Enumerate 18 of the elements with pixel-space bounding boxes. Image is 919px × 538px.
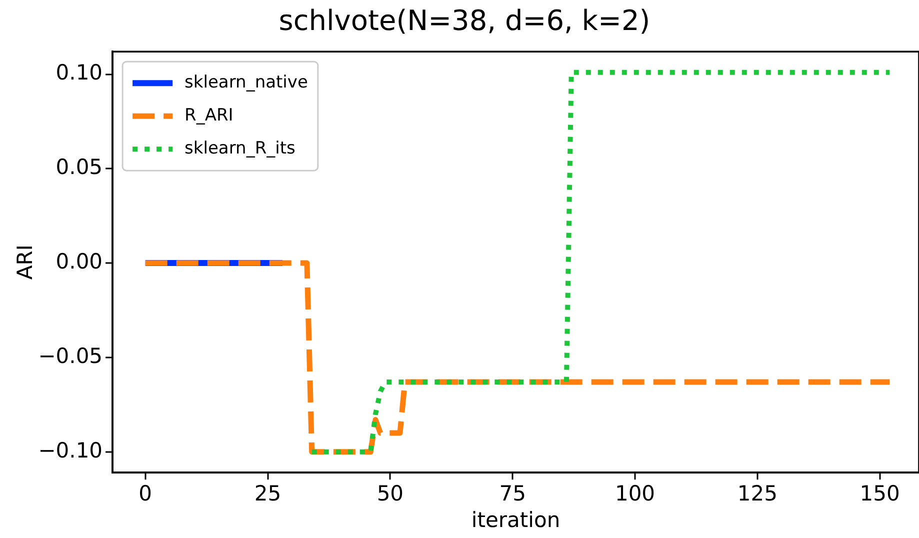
y-tick-label: −0.05 [38, 344, 103, 368]
x-axis-title: iteration [471, 508, 560, 532]
legend-label: sklearn_R_its [184, 138, 296, 159]
y-tick-label: 0.00 [56, 249, 103, 274]
x-tick-label: 0 [138, 482, 152, 506]
x-tick-label: 100 [614, 482, 656, 506]
x-tick-label: 25 [254, 482, 282, 506]
x-tick-label: 75 [499, 482, 526, 506]
x-tick-label: 150 [860, 482, 900, 506]
y-axis-title: ARI [13, 244, 38, 280]
legend-label: R_ARI [184, 106, 234, 126]
legend-label: sklearn_native [184, 72, 308, 93]
chart-title: schlvote(N=38, d=6, k=2) [278, 4, 650, 38]
y-tick-label: −0.10 [38, 438, 103, 462]
x-tick-label: 50 [376, 482, 404, 506]
y-tick-label: 0.10 [56, 60, 103, 85]
y-tick-label: 0.05 [56, 155, 103, 180]
x-tick-label: 125 [737, 482, 778, 506]
